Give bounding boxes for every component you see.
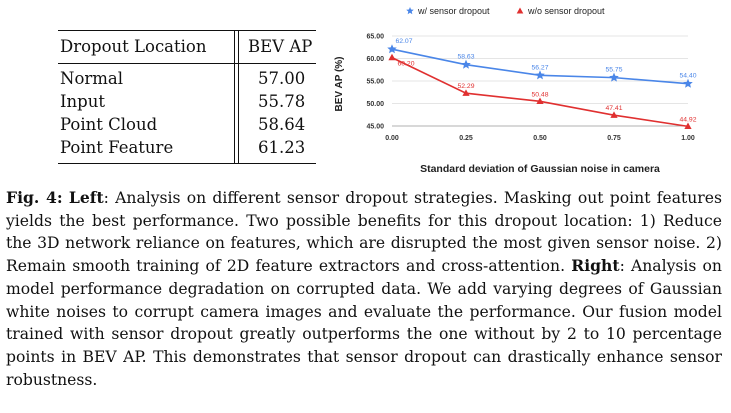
y-tick-label: 50.00 bbox=[366, 101, 384, 108]
data-point-star bbox=[535, 70, 545, 80]
data-point-triangle bbox=[610, 111, 618, 118]
x-tick-label: 0.75 bbox=[607, 135, 621, 142]
data-point-star bbox=[683, 78, 693, 88]
caption-left-label: Left bbox=[68, 188, 104, 207]
chart-gridlines bbox=[392, 35, 688, 127]
legend-item-label: w/ sensor dropout bbox=[417, 6, 490, 16]
caption-right-label: Right bbox=[571, 256, 620, 276]
caption-right-text: : Analysis on model performance degradat… bbox=[6, 257, 722, 389]
data-label: 44.92 bbox=[679, 116, 696, 123]
data-label: 47.41 bbox=[605, 105, 622, 112]
data-point-triangle bbox=[462, 89, 470, 96]
legend-item-label: w/o sensor dropout bbox=[527, 6, 605, 16]
table-row-point-feature-label: Point Feature bbox=[60, 138, 174, 157]
table-double-rule-right bbox=[238, 30, 239, 163]
data-point-triangle bbox=[388, 53, 396, 61]
table-header-rule bbox=[58, 63, 316, 64]
table-double-rule-left bbox=[234, 30, 235, 163]
chart-x-axis-label: Standard deviation of Gaussian noise in … bbox=[420, 163, 660, 175]
x-tick-label: 0.50 bbox=[533, 135, 547, 142]
data-label: 52.29 bbox=[457, 83, 474, 90]
data-label: 56.27 bbox=[531, 64, 548, 71]
chart-y-tick-labels: 45.00 50.00 55.00 60.00 65.00 bbox=[366, 34, 384, 131]
data-label: 55.75 bbox=[605, 67, 622, 74]
data-point-star bbox=[387, 44, 397, 54]
x-tick-label: 1.00 bbox=[681, 135, 695, 142]
y-tick-label: 55.00 bbox=[366, 79, 384, 86]
data-point-star bbox=[609, 72, 619, 82]
caption-left-text: : Analysis on different sensor dropout s… bbox=[6, 189, 722, 276]
caption-figure-label: Fig. 4: bbox=[6, 188, 63, 207]
data-label: 58.63 bbox=[457, 54, 474, 61]
data-point-star bbox=[461, 59, 471, 69]
table-row-point-feature-value: 61.23 bbox=[258, 138, 306, 157]
table-row-normal-label: Normal bbox=[60, 69, 124, 88]
data-point-triangle bbox=[684, 122, 692, 130]
data-label: 62.07 bbox=[395, 38, 412, 45]
data-label: 50.48 bbox=[531, 91, 548, 98]
table-row-input-label: Input bbox=[60, 92, 105, 111]
data-point-triangle bbox=[536, 97, 544, 104]
y-tick-label: 60.00 bbox=[366, 56, 384, 63]
chart-x-tick-labels: 0.00 0.25 0.50 0.75 1.00 bbox=[385, 135, 695, 142]
y-tick-label: 65.00 bbox=[366, 34, 384, 41]
x-tick-label: 0.00 bbox=[385, 135, 399, 142]
table-row-normal-value: 57.00 bbox=[258, 69, 306, 88]
y-tick-label: 45.00 bbox=[366, 124, 384, 131]
legend-triangle-icon bbox=[516, 7, 524, 14]
x-tick-label: 0.25 bbox=[459, 135, 473, 142]
legend-star-icon bbox=[406, 7, 414, 15]
table-row-point-cloud-label: Point Cloud bbox=[60, 115, 158, 134]
table-header-location: Dropout Location bbox=[60, 37, 207, 56]
chart-series: 62.07 58.63 56.27 55.75 54.40 60.20 52.29 50.48… bbox=[387, 38, 697, 130]
data-label: 60.20 bbox=[397, 61, 414, 68]
chart-y-axis-label: BEV AP (%) bbox=[334, 56, 345, 111]
table-row-point-cloud-value: 58.64 bbox=[258, 115, 306, 134]
table-row-input-value: 55.78 bbox=[258, 92, 306, 111]
chart-legend: w/ sensor dropout w/o sensor dropout bbox=[406, 6, 605, 16]
table-bottom-rule bbox=[58, 163, 316, 164]
noise-robustness-line-chart: w/ sensor dropout w/o sensor dropout 45.0… bbox=[334, 6, 697, 175]
figure-caption: Fig. 4: Left: Analysis on different sens… bbox=[6, 187, 722, 391]
table-top-rule bbox=[58, 30, 316, 31]
table-header-bev-ap: BEV AP bbox=[248, 37, 313, 56]
data-label: 54.40 bbox=[679, 73, 696, 80]
